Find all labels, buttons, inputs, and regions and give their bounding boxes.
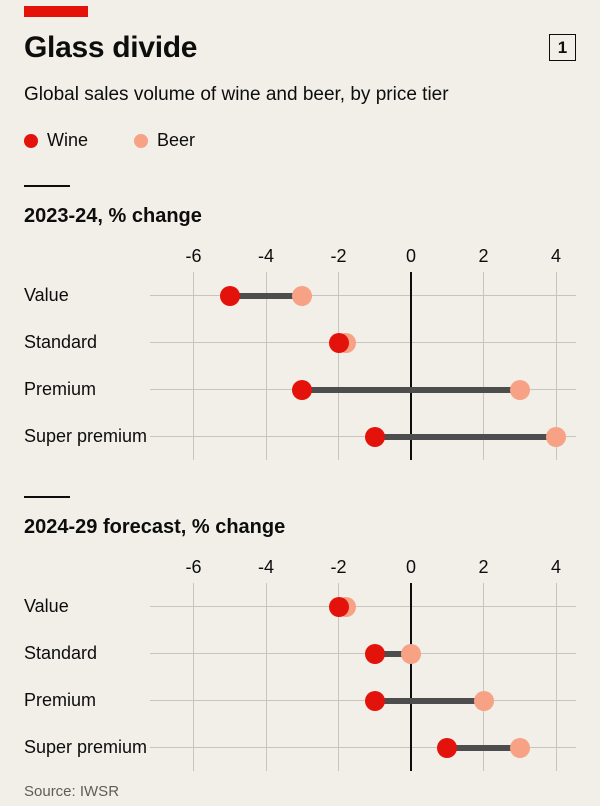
brand-red-tab [24, 6, 88, 17]
vertical-gridline [338, 272, 340, 460]
axis-tick-labels: -6 -4 -2 0 2 4 [150, 246, 576, 272]
section-rule [24, 185, 70, 187]
tick-label: 4 [551, 246, 562, 266]
vertical-gridline [555, 583, 557, 771]
legend-item-wine: Wine [24, 130, 88, 151]
wine-dot [364, 690, 385, 711]
tick-label: 4 [551, 557, 562, 577]
wine-dot [364, 643, 385, 664]
axis-tick-labels: -6 -4 -2 0 2 4 [150, 557, 576, 583]
legend-label-wine: Wine [47, 130, 89, 150]
tick-label: -6 [185, 246, 202, 266]
tick-label: -4 [258, 557, 275, 577]
vertical-gridline [483, 583, 485, 771]
category-label: Super premium [24, 737, 148, 757]
beer-dot [509, 379, 530, 400]
wine-dot [219, 285, 240, 306]
tick-label: 0 [406, 246, 417, 266]
wine-dot [364, 426, 385, 447]
vertical-gridline [483, 272, 485, 460]
row-gridline [150, 700, 576, 701]
plot-area: Value Standard Premium Super premium [24, 272, 576, 460]
row-gridline [150, 747, 576, 748]
dumbbell-chart-2024-29: -6 -4 -2 0 2 4 Value Standard Premium Super premi… [24, 557, 576, 771]
row-gridline [150, 295, 576, 296]
category-label: Premium [24, 379, 97, 399]
chart-title-2023-24: 2023-24, % change [24, 205, 202, 227]
vertical-gridline [193, 272, 194, 460]
dumbbell-chart-2023-24: -6 -4 -2 0 2 4 Value Standard Premium Super premi… [24, 246, 576, 460]
category-label: Value [24, 596, 69, 616]
beer-dot [473, 690, 494, 711]
wine-dot [328, 332, 349, 353]
header: Glass divide 1 [24, 31, 576, 65]
tick-label: -4 [258, 246, 275, 266]
category-label: Value [24, 285, 69, 305]
dumbbell-connector [302, 386, 520, 393]
dumbbell-connector [229, 292, 303, 299]
tick-label: -2 [330, 246, 347, 266]
vertical-gridline [555, 272, 557, 460]
chart-title-2024-29: 2024-29 forecast, % change [24, 516, 286, 538]
row-gridline [150, 653, 576, 654]
plot [150, 272, 576, 460]
vertical-gridline [265, 583, 267, 771]
dumbbell-connector [374, 650, 412, 657]
wine-dot [328, 596, 349, 617]
beer-dot [546, 426, 567, 447]
wine-legend-dot-icon [24, 133, 38, 148]
beer-dot [292, 285, 313, 306]
legend: Wine Beer [24, 130, 576, 151]
category-label: Standard [24, 643, 98, 663]
zero-line [410, 272, 413, 460]
section-rule [24, 496, 70, 498]
vertical-gridline [193, 583, 194, 771]
chart-section-2023-24: 2023-24, % change -6 -4 -2 0 2 4 Value Standard… [24, 185, 576, 460]
wine-dot [292, 379, 313, 400]
subtitle: Global sales volume of wine and beer, by… [24, 84, 449, 105]
chart-section-2024-29: 2024-29 forecast, % change -6 -4 -2 0 2 4 Valu… [24, 496, 576, 771]
zero-line [410, 583, 413, 771]
legend-item-beer: Beer [134, 130, 195, 151]
row-gridline [150, 436, 576, 437]
dumbbell-connector [374, 433, 557, 440]
wine-dot [437, 737, 458, 758]
vertical-gridline [338, 583, 340, 771]
category-label: Standard [24, 332, 98, 352]
source-note: Source: IWSR [24, 783, 120, 800]
category-label: Super premium [24, 426, 148, 446]
plot [150, 583, 576, 771]
beer-legend-dot-icon [134, 133, 149, 148]
plot-area: Value Standard Premium Super premium [24, 583, 576, 771]
legend-label-beer: Beer [157, 130, 196, 150]
tick-label: 2 [478, 557, 489, 577]
tick-label: -6 [185, 557, 202, 577]
tick-label: 0 [406, 557, 417, 577]
row-gridline [150, 342, 576, 343]
dumbbell-connector [447, 744, 520, 751]
tick-label: -2 [330, 557, 347, 577]
beer-dot [509, 737, 530, 758]
page-title: Glass divide [24, 31, 198, 64]
vertical-gridline [265, 272, 267, 460]
row-gridline [150, 606, 576, 607]
dumbbell-connector [374, 697, 484, 704]
category-label: Premium [24, 690, 97, 710]
beer-dot [401, 643, 422, 664]
tick-label: 2 [478, 246, 489, 266]
figure-number-badge: 1 [549, 34, 576, 61]
